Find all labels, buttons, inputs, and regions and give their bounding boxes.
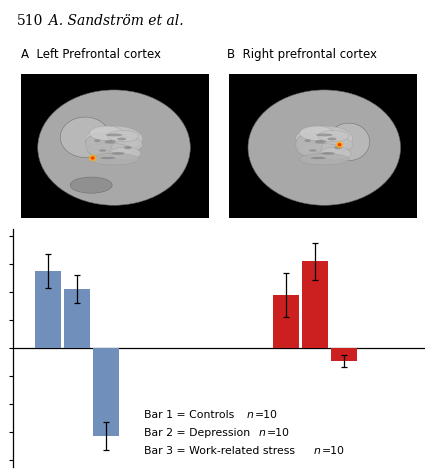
Ellipse shape: [89, 153, 139, 165]
Text: 510: 510: [17, 14, 43, 27]
Text: A. Sandström et al.: A. Sandström et al.: [40, 14, 184, 27]
Ellipse shape: [89, 154, 96, 161]
Text: n: n: [247, 410, 254, 420]
Ellipse shape: [299, 126, 334, 140]
Text: n: n: [259, 428, 266, 438]
Text: Bar 1 = Controls: Bar 1 = Controls: [144, 410, 238, 420]
Ellipse shape: [117, 137, 126, 140]
Ellipse shape: [311, 137, 353, 153]
Ellipse shape: [296, 133, 322, 156]
Bar: [64, 289, 90, 348]
Ellipse shape: [320, 147, 351, 160]
Ellipse shape: [105, 134, 122, 136]
Ellipse shape: [316, 134, 333, 136]
Ellipse shape: [90, 156, 95, 160]
Ellipse shape: [309, 149, 317, 152]
Bar: [331, 348, 357, 361]
Ellipse shape: [334, 146, 342, 149]
Ellipse shape: [87, 143, 133, 158]
Bar: [302, 261, 328, 348]
FancyBboxPatch shape: [230, 74, 417, 218]
Ellipse shape: [327, 137, 336, 140]
Ellipse shape: [311, 157, 326, 159]
Ellipse shape: [298, 143, 343, 158]
Ellipse shape: [60, 117, 110, 158]
Ellipse shape: [85, 133, 112, 156]
Ellipse shape: [105, 140, 116, 143]
Ellipse shape: [328, 123, 370, 160]
Ellipse shape: [299, 153, 349, 165]
Ellipse shape: [124, 146, 132, 149]
Ellipse shape: [86, 133, 124, 151]
Ellipse shape: [248, 90, 401, 205]
Ellipse shape: [337, 143, 342, 147]
Ellipse shape: [110, 147, 141, 160]
Text: n: n: [313, 446, 320, 456]
Ellipse shape: [99, 149, 106, 152]
FancyBboxPatch shape: [21, 74, 209, 218]
Ellipse shape: [336, 141, 343, 148]
Text: Bar 3 = Work-related stress: Bar 3 = Work-related stress: [144, 446, 299, 456]
Text: =10: =10: [267, 428, 290, 438]
Ellipse shape: [318, 130, 349, 142]
Ellipse shape: [111, 152, 125, 155]
Ellipse shape: [100, 157, 115, 159]
Ellipse shape: [85, 126, 143, 152]
Ellipse shape: [38, 90, 191, 205]
Ellipse shape: [321, 152, 335, 155]
Ellipse shape: [70, 177, 112, 193]
Ellipse shape: [94, 139, 100, 142]
Text: =10: =10: [322, 446, 345, 456]
Bar: [35, 271, 61, 348]
Text: B  Right prefrontal cortex: B Right prefrontal cortex: [227, 48, 378, 61]
Text: Bar 2 = Depression: Bar 2 = Depression: [144, 428, 254, 438]
Ellipse shape: [296, 126, 353, 152]
Ellipse shape: [108, 130, 138, 142]
Text: =10: =10: [255, 410, 278, 420]
Ellipse shape: [89, 126, 124, 140]
Bar: [93, 348, 119, 437]
Ellipse shape: [296, 133, 334, 151]
Text: A  Left Prefrontal cortex: A Left Prefrontal cortex: [21, 48, 161, 61]
Ellipse shape: [305, 139, 311, 142]
Ellipse shape: [101, 137, 143, 153]
Bar: [273, 295, 299, 348]
Ellipse shape: [315, 140, 326, 143]
